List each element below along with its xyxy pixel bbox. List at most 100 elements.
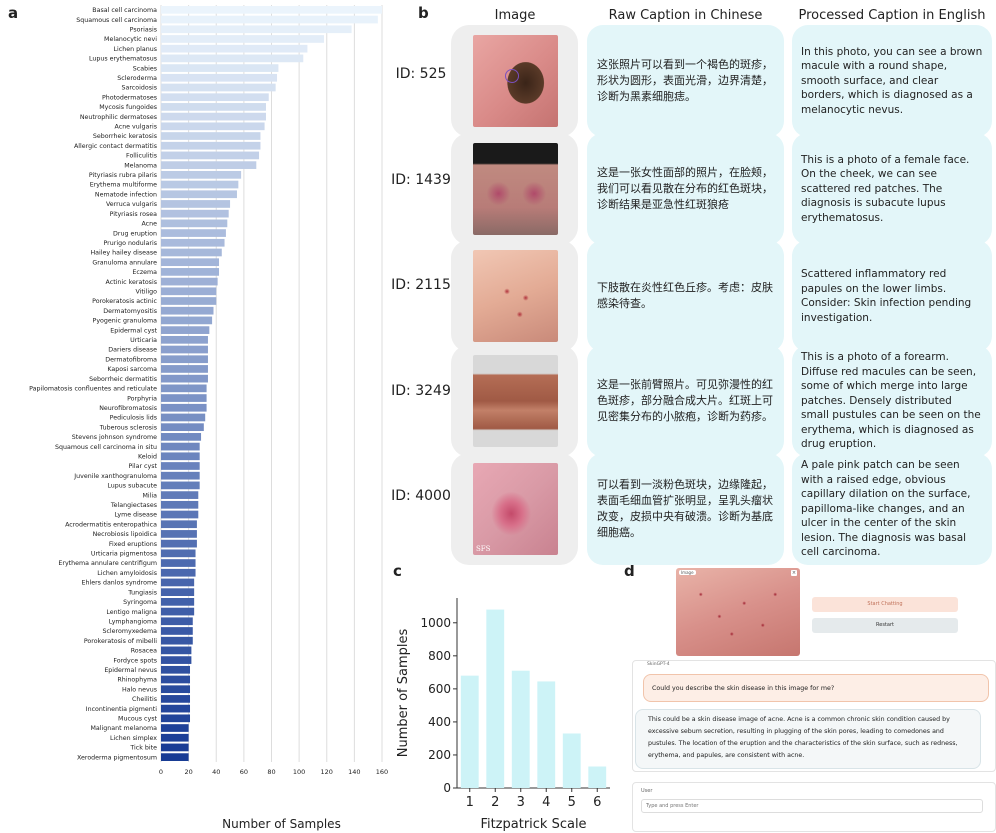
user-label: User <box>641 788 653 794</box>
bar <box>161 549 196 558</box>
bar <box>161 306 214 315</box>
category-label: Mycosis fungoides <box>99 104 157 111</box>
disease-distribution-chart: Basal cell carcinoma Squamous cell carcin… <box>29 5 388 831</box>
category-label: Lichen amyloidosis <box>97 570 157 577</box>
bar <box>161 83 276 92</box>
bar <box>161 394 207 402</box>
bar <box>161 743 189 752</box>
category-label: Lupus erythematosus <box>89 56 157 63</box>
raw-caption-box: 这张照片可以看到一个褐色的斑疹，形状为圆形，表面光滑，边界清楚，诊断为黑素细胞痣… <box>587 25 784 137</box>
processed-caption-text: This is a photo of a forearm. Diffuse re… <box>801 351 981 451</box>
category-label: Eczema <box>132 269 157 276</box>
bar <box>161 539 197 548</box>
category-label: Scabies <box>133 65 157 72</box>
image-watermark: SFS <box>476 545 491 553</box>
bar <box>161 287 217 296</box>
bar <box>460 675 479 788</box>
clear-image-icon[interactable]: × <box>791 570 797 576</box>
bar <box>161 238 225 247</box>
bar <box>161 500 199 509</box>
category-label: Urticaria pigmentosa <box>91 551 157 558</box>
bar <box>161 122 265 131</box>
category-label: Stevens johnson syndrome <box>72 434 157 441</box>
category-label: Acne vulgaris <box>115 124 157 131</box>
category-label: Fixed eruptions <box>109 541 157 548</box>
bar <box>161 54 304 63</box>
tick-label: 160 <box>376 768 388 776</box>
category-label: Lyme disease <box>114 512 157 519</box>
raw-caption-box: 可以看到一淡粉色斑块，边缘隆起，表面毛细血管扩张明显，呈乳头瘤状改变，皮损中央有… <box>587 453 784 565</box>
bar <box>161 403 207 412</box>
image-frame <box>451 345 578 457</box>
category-label: Pityriasis rosea <box>110 211 158 218</box>
processed-caption-box: This is a photo of a female face. On the… <box>792 133 992 245</box>
x-tick-label: 3 <box>517 795 525 810</box>
bar <box>161 209 229 218</box>
bar <box>161 617 193 626</box>
bar <box>161 588 195 597</box>
skin-photo-forearm-drug-eruption <box>473 355 558 447</box>
bar <box>161 248 222 257</box>
category-label: Epidermal nevus <box>104 667 157 674</box>
bar <box>562 733 581 788</box>
category-label: Dariers disease <box>108 347 157 354</box>
category-label: Rhinophyma <box>117 677 157 684</box>
bar <box>486 609 505 788</box>
raw-caption-text: 这是一张前臂照片。可见弥漫性的红色斑疹，部分融合成大片。红斑上可见密集分布的小脓… <box>597 378 773 423</box>
bar <box>161 656 192 664</box>
skin-photo-lower-limb-papules <box>473 250 558 342</box>
bar <box>161 413 206 422</box>
bar <box>161 442 200 451</box>
chatbot-panel: SkinGPT-4 Could you describe the skin di… <box>632 660 996 772</box>
category-label: Epidermal cyst <box>110 327 157 334</box>
raw-caption-text: 这张照片可以看到一个褐色的斑疹，形状为圆形，表面光滑，边界清楚，诊断为黑素细胞痣… <box>597 58 773 103</box>
bot-name-label: SkinGPT-4 <box>647 662 670 667</box>
category-label: Dermatofibroma <box>105 356 157 363</box>
bar <box>161 704 191 713</box>
bar <box>161 170 242 179</box>
category-label: Ehlers danlos syndrome <box>81 580 157 587</box>
y-tick-label: 200 <box>428 748 451 762</box>
category-label: Squamous cell carcinoma in situ <box>55 444 157 451</box>
bar <box>161 675 191 684</box>
fitzpatrick-chart: 0 200 400 600 800 1000 1 2 3 4 5 6 Fitzpatrick Scale… <box>396 598 610 832</box>
skin-photo-lupus-face <box>473 143 558 235</box>
category-label: Porphyria <box>127 395 157 402</box>
category-label: Tungiasis <box>127 589 157 596</box>
chat-input[interactable] <box>641 799 983 813</box>
x-axis-label: Number of Samples <box>222 817 341 831</box>
y-axis-label: Number of Samples <box>396 629 411 758</box>
category-label: Papilomatosis confluentes and reticulate <box>29 386 157 393</box>
processed-caption-box: This is a photo of a forearm. Diffuse re… <box>792 345 992 457</box>
header-processed-caption: Processed Caption in English <box>798 8 986 23</box>
raw-caption-box: 这是一张前臂照片。可见弥漫性的红色斑疹，部分融合成大片。红斑上可见密集分布的小脓… <box>587 345 784 457</box>
category-label: Pyogenic granuloma <box>93 318 158 325</box>
row-id: ID: 3249 <box>391 383 451 399</box>
tick-label: 40 <box>212 768 220 776</box>
category-label: Neurofibromatosis <box>99 405 157 412</box>
bar <box>161 578 195 587</box>
bar <box>161 530 197 538</box>
category-label: Porokeratosis actinic <box>92 298 157 305</box>
restart-button[interactable]: Restart <box>812 618 958 633</box>
lesion-circle-marker <box>505 69 519 83</box>
category-label: Tuberous sclerosis <box>99 424 157 431</box>
category-label: Tick bite <box>129 745 157 752</box>
bar <box>161 112 266 121</box>
bar <box>161 627 193 635</box>
row-id: ID: 2115 <box>391 277 451 293</box>
start-chatting-button[interactable]: Start Chatting <box>812 597 958 612</box>
bar <box>161 733 189 742</box>
row-id: ID: 1439 <box>391 172 451 188</box>
category-label: Verruca vulgaris <box>106 201 157 208</box>
bar <box>161 64 279 72</box>
y-tick-label: 800 <box>428 649 451 663</box>
bar <box>161 559 196 567</box>
category-label: Drug eruption <box>113 230 157 237</box>
raw-caption-text: 可以看到一淡粉色斑块，边缘隆起，表面毛细血管扩张明显，呈乳头瘤状改变，皮损中央有… <box>597 478 773 539</box>
category-label: Malignant melanoma <box>90 725 157 732</box>
category-label: Actinic keratosis <box>106 279 157 286</box>
category-label: Scleromyxedema <box>102 628 157 635</box>
raw-caption-text: 这是一张女性面部的照片，在脸颊，我们可以看见散在分布的红色斑块，诊断结果是亚急性… <box>597 166 773 211</box>
category-label: Erythema multiforme <box>90 182 157 189</box>
